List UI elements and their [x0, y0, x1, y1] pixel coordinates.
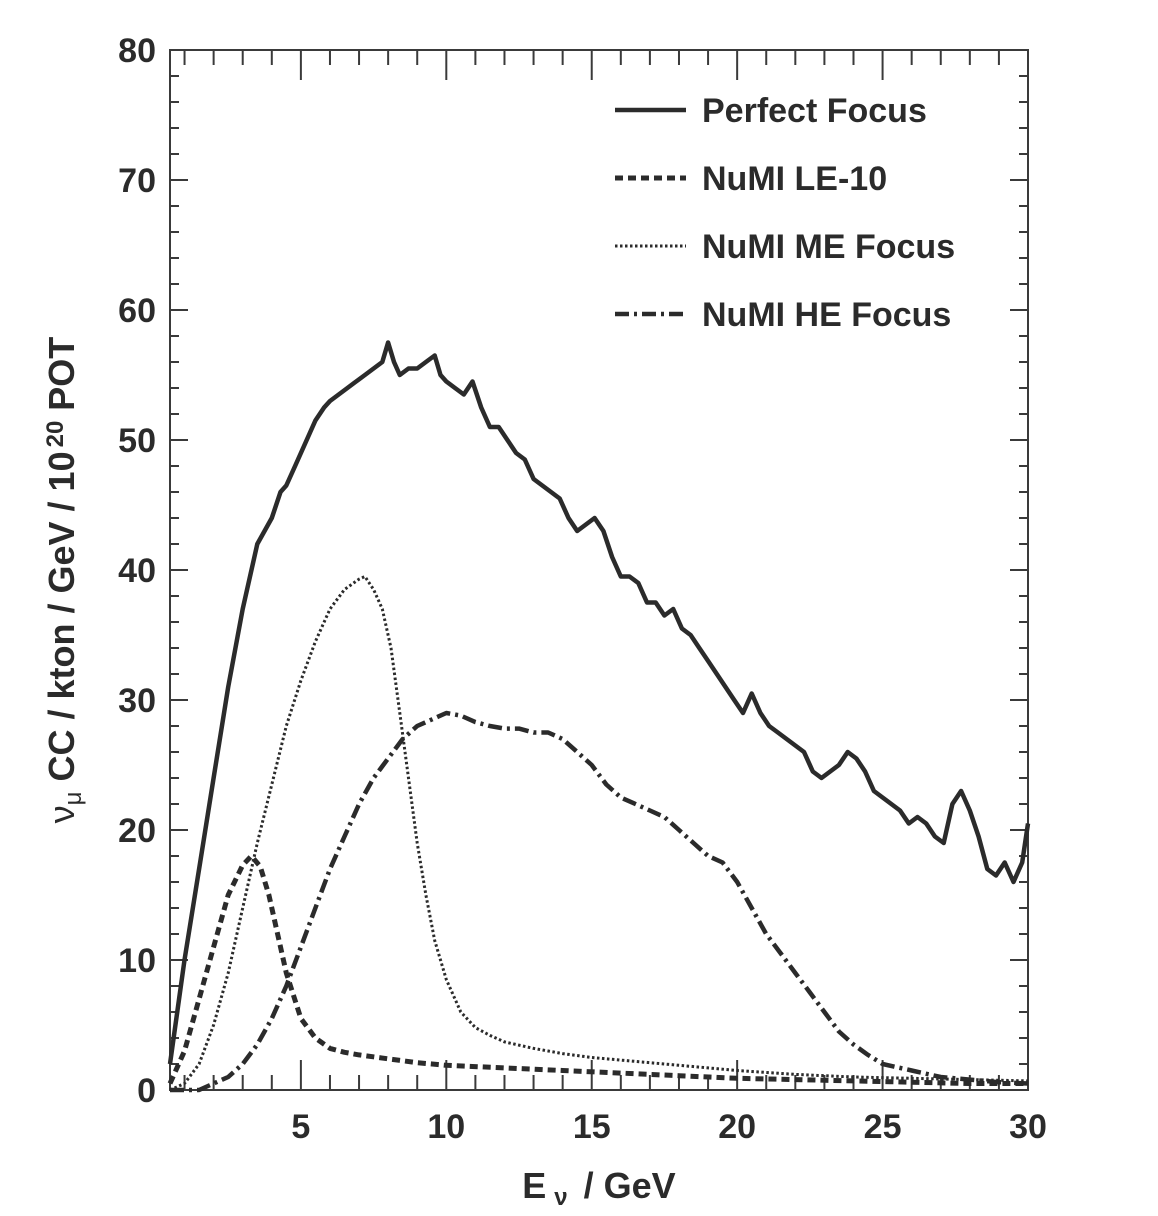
- series-line-perfect-focus: [167, 340, 1031, 1065]
- y-tick-label: 60: [118, 292, 156, 330]
- series-line-numi-le-10: [167, 853, 1028, 1086]
- x-tick-label: 5: [291, 1108, 310, 1146]
- y-axis-label: νμ CC / kton / GeV / 1020 POT: [41, 337, 87, 824]
- y-tick-label: 50: [118, 422, 156, 460]
- axis-ticks: 0 10 20 30 40 50 60 70 80 5 10 15 20 25 30: [118, 32, 1047, 1146]
- x-tick-label: 10: [427, 1108, 465, 1146]
- series-layer: [167, 340, 1031, 1093]
- y-tick-label: 40: [118, 552, 156, 590]
- x-tick-label: 30: [1009, 1108, 1047, 1146]
- x-tick-label: 25: [864, 1108, 902, 1146]
- x-axis-label-sub: ν: [554, 1184, 567, 1211]
- legend-label: NuMI ME Focus: [702, 228, 955, 266]
- y-tick-label: 80: [118, 32, 156, 70]
- y-tick-label: 30: [118, 682, 156, 720]
- y-tick-label: 0: [137, 1072, 156, 1110]
- legend-label: Perfect Focus: [702, 92, 927, 130]
- legend: Perfect Focus NuMI LE-10 NuMI ME Focus NuMI…: [615, 92, 955, 334]
- x-tick-label: 15: [573, 1108, 611, 1146]
- series-line-numi-me-focus: [169, 575, 1029, 1092]
- legend-label: NuMI LE-10: [702, 160, 887, 198]
- y-tick-label: 10: [118, 942, 156, 980]
- legend-label: NuMI HE Focus: [702, 296, 951, 334]
- x-tick-label: 20: [718, 1108, 756, 1146]
- plot-frame: [169, 49, 1029, 1091]
- y-tick-label: 70: [118, 162, 156, 200]
- y-tick-label: 20: [118, 812, 156, 850]
- series-line-numi-he-focus: [170, 710, 1029, 1093]
